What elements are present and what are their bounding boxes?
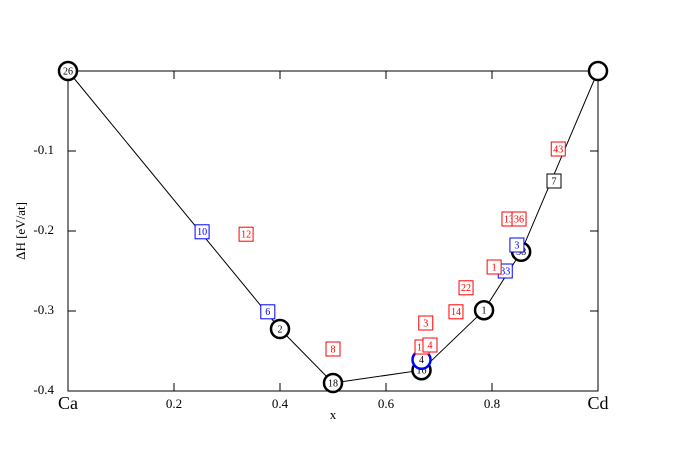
point-label: 12 xyxy=(241,229,251,240)
point xyxy=(260,304,276,320)
point xyxy=(511,211,527,227)
point-label: 38 xyxy=(516,247,526,258)
point xyxy=(448,304,464,320)
point-label: 26 xyxy=(63,66,73,77)
point-label: 33 xyxy=(500,266,510,277)
point-label: 4 xyxy=(419,355,424,366)
x-tick-label: Cd xyxy=(587,393,608,413)
y-tick-label: -0.1 xyxy=(33,142,54,157)
point-label: 3 xyxy=(514,240,519,251)
x-tick-label: 0.2 xyxy=(166,396,182,411)
point-label: 7 xyxy=(552,176,557,187)
point xyxy=(473,299,495,321)
x-tick-label: 0.6 xyxy=(378,396,395,411)
point xyxy=(57,60,79,82)
y-tick-label: -0.4 xyxy=(33,382,54,397)
point-label: 15 xyxy=(417,342,427,353)
point xyxy=(325,341,341,357)
x-tick-label: 0.8 xyxy=(484,396,500,411)
point-label: 8 xyxy=(331,344,336,355)
point xyxy=(238,226,254,242)
point xyxy=(550,141,566,157)
point-label: 18 xyxy=(328,378,338,389)
y-tick-label: -0.3 xyxy=(33,302,54,317)
point-label: 2 xyxy=(278,324,283,335)
point-label: 36 xyxy=(514,214,524,225)
point-label: 6 xyxy=(265,307,270,318)
point xyxy=(418,315,434,331)
point-label: 3 xyxy=(423,318,428,329)
point-label: 4 xyxy=(427,340,432,351)
point xyxy=(422,337,438,353)
point-label: 43 xyxy=(553,144,563,155)
point xyxy=(458,280,474,296)
point xyxy=(587,60,609,82)
x-tick-label: Ca xyxy=(58,393,78,413)
x-axis-label: x xyxy=(330,407,337,422)
point xyxy=(194,224,210,240)
point-label: 22 xyxy=(461,283,471,294)
point xyxy=(322,372,344,394)
point-label: 1 xyxy=(492,262,497,273)
point-label: 1 xyxy=(482,305,487,316)
point-label: 13 xyxy=(504,214,514,225)
point xyxy=(269,318,291,340)
y-axis-label: ΔH [eV/at] xyxy=(13,202,28,260)
point-label: 16 xyxy=(417,365,427,376)
point-label: 14 xyxy=(451,307,461,318)
point xyxy=(509,237,525,253)
x-tick-label: 0.4 xyxy=(272,396,289,411)
point xyxy=(546,173,562,189)
y-tick-label: -0.2 xyxy=(33,222,54,237)
hull-line xyxy=(67,70,599,384)
point-label: 10 xyxy=(197,227,207,238)
point xyxy=(486,259,502,275)
